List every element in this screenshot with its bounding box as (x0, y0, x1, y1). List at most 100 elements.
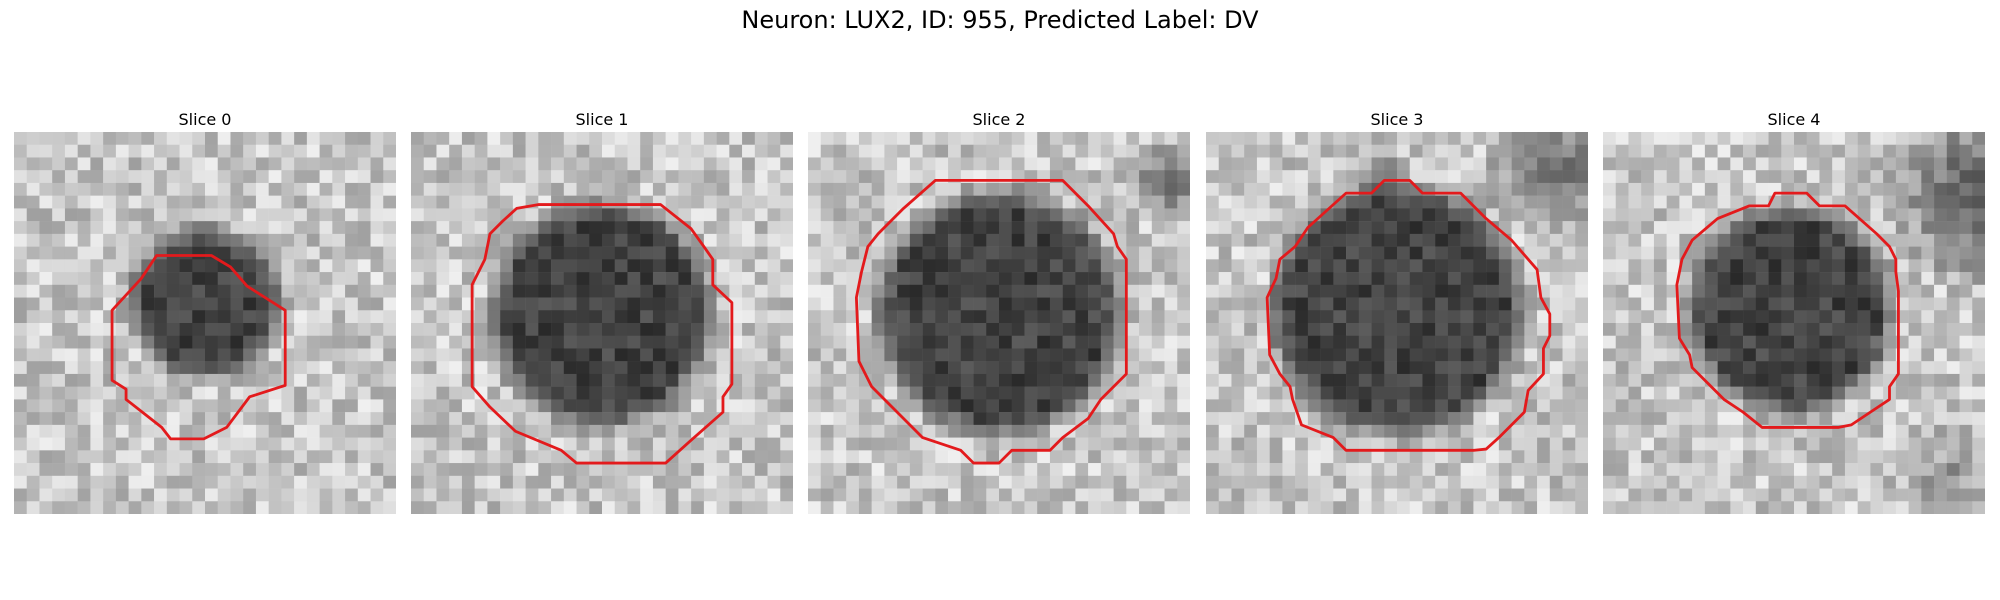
pixel (141, 144, 155, 158)
pixel (652, 233, 666, 247)
slice-panel-3: Slice 3 (1206, 108, 1588, 514)
pixel (808, 208, 821, 222)
pixel (332, 246, 346, 260)
pixel (742, 246, 756, 260)
pixel (281, 195, 295, 209)
pixel (154, 132, 168, 145)
pixel (1177, 386, 1190, 400)
pixel (909, 284, 923, 298)
pixel (1603, 373, 1616, 387)
pixel (294, 310, 308, 324)
pixel (230, 488, 244, 502)
pixel (1934, 221, 1948, 235)
pixel (1946, 361, 1960, 375)
pixel (614, 182, 628, 196)
pixel (115, 195, 129, 209)
pixel (640, 361, 654, 375)
pixel (52, 348, 66, 362)
pixel (754, 501, 768, 514)
pixel (1717, 170, 1731, 184)
pixel (1295, 348, 1309, 362)
pixel (1011, 437, 1025, 451)
pixel (103, 450, 117, 464)
pixel (1409, 323, 1423, 336)
pixel (449, 170, 463, 184)
pixel (1295, 272, 1309, 286)
pixel (449, 221, 463, 235)
pixel (179, 424, 193, 438)
pixel (1832, 157, 1846, 171)
pixel (1486, 386, 1500, 400)
pixel (1653, 157, 1667, 171)
pixel (1126, 272, 1140, 286)
pixel (500, 182, 514, 196)
pixel (1870, 463, 1884, 477)
pixel (1447, 297, 1461, 311)
pixel (986, 373, 1000, 387)
pixel (1832, 259, 1846, 273)
pixel (1126, 144, 1140, 158)
pixel (1653, 488, 1667, 502)
pixel (383, 450, 396, 464)
pixel (1692, 246, 1706, 260)
pixel (703, 157, 717, 171)
pixel (166, 208, 180, 222)
pixel (1615, 221, 1629, 235)
pixel (1075, 170, 1089, 184)
pixel (115, 170, 129, 184)
pixel (243, 488, 257, 502)
pixel (1692, 412, 1706, 426)
pixel (461, 233, 475, 247)
pixel (1049, 335, 1063, 349)
pixel (1346, 463, 1360, 477)
pixel (1256, 475, 1270, 489)
pixel (1269, 450, 1283, 464)
pixel (1537, 246, 1551, 260)
pixel (1151, 259, 1165, 273)
pixel (884, 272, 898, 286)
pixel (1256, 437, 1270, 451)
pixel (500, 246, 514, 260)
pixel (1819, 437, 1833, 451)
pixel (1358, 284, 1372, 298)
pixel (1244, 450, 1258, 464)
pixel (1447, 361, 1461, 375)
pixel (52, 221, 66, 235)
pixel (357, 310, 371, 324)
pixel (1126, 323, 1140, 336)
pixel (1883, 272, 1897, 286)
pixel (948, 132, 962, 145)
pixel (640, 297, 654, 311)
pixel (846, 170, 860, 184)
pixel (1549, 361, 1563, 375)
pixel (922, 386, 936, 400)
pixel (1870, 208, 1884, 222)
pixel (1704, 297, 1718, 311)
pixel (703, 475, 717, 489)
pixel (1282, 310, 1296, 324)
pixel (423, 488, 437, 502)
pixel (1282, 463, 1296, 477)
pixel (525, 272, 539, 286)
pixel (1603, 399, 1616, 413)
pixel (64, 475, 78, 489)
pixel (192, 182, 206, 196)
pixel (1307, 373, 1321, 387)
pixel (1603, 488, 1616, 502)
pixel (754, 182, 768, 196)
pixel (423, 144, 437, 158)
pixel (1921, 144, 1935, 158)
pixel (332, 208, 346, 222)
pixel (1486, 144, 1500, 158)
pixel (780, 424, 793, 438)
pixel (665, 284, 679, 298)
pixel (589, 233, 603, 247)
pixel (780, 323, 793, 336)
pixel (858, 284, 872, 298)
pixel (179, 463, 193, 477)
pixel (652, 424, 666, 438)
pixel (1244, 297, 1258, 311)
pixel (1704, 170, 1718, 184)
pixel (1959, 348, 1973, 362)
pixel (640, 195, 654, 209)
